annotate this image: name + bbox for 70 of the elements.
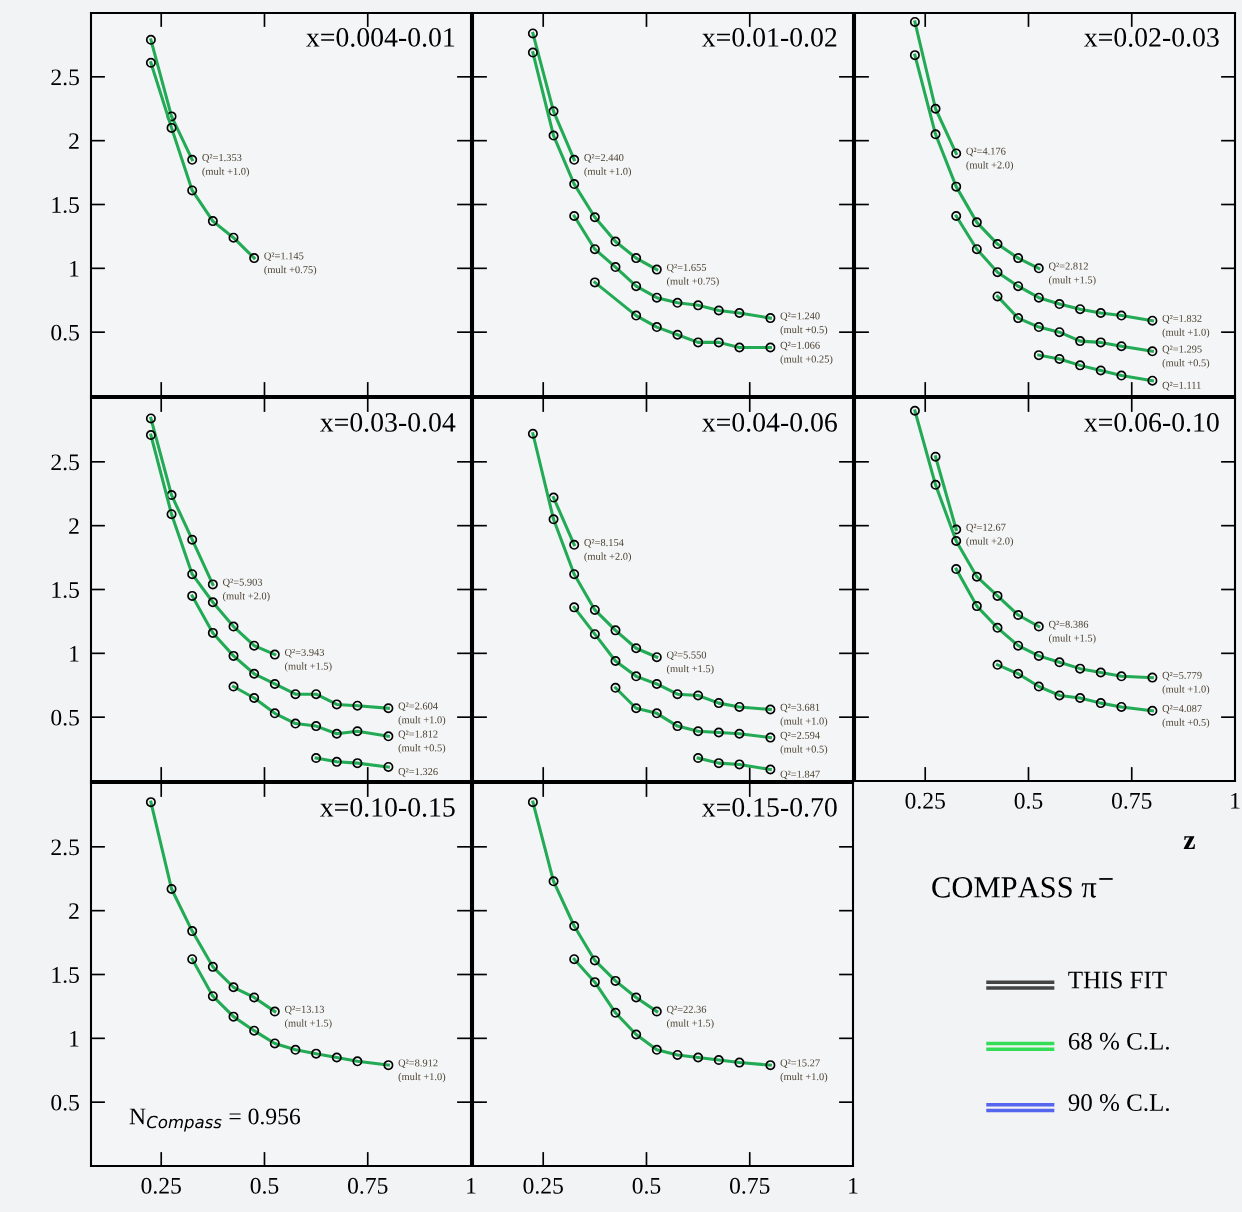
chart-title: x=0.04-0.06 xyxy=(702,413,837,432)
annotation: Q²=8.912 (mult +1.0) xyxy=(398,1059,446,1083)
y-tick-label: 2 xyxy=(69,518,79,534)
annotation: Q²=1.326 xyxy=(398,768,438,777)
x-tick-label: 0.25 xyxy=(141,1177,181,1194)
annotation: Q²=8.386 (mult +1.5) xyxy=(1048,620,1096,644)
text: COMPASS π$^{−}$ xyxy=(932,877,1113,898)
annotation: Q²=1.847 xyxy=(780,770,820,780)
text: 68 % C.L. xyxy=(1068,1032,1169,1050)
x-tick-label: 0.5 xyxy=(1014,792,1043,809)
annotation: Q²=1.353 (mult +1.0) xyxy=(202,154,249,177)
y-tick-label: 0.5 xyxy=(51,1094,79,1111)
annotation: Q²=1.240 (mult +0.5) xyxy=(780,312,828,336)
annotation: Q²=22.36 (mult +1.5) xyxy=(666,1005,714,1029)
annotation: Q²=13.13 (mult +1.5) xyxy=(284,1005,332,1029)
y-tick-label: 0.5 xyxy=(51,324,79,341)
x-tick-label: 0.25 xyxy=(523,1177,563,1194)
x-axis-title: z xyxy=(1183,836,1195,849)
text: 90 % C.L. xyxy=(1068,1094,1169,1112)
chart-title: x=0.02-0.03 xyxy=(1084,28,1219,47)
annotation: Q²=4.087 (mult +0.5) xyxy=(1162,705,1210,728)
x-tick-label: 0.75 xyxy=(1111,792,1152,809)
x-tick-label: 1 xyxy=(467,1177,476,1194)
annotation: N$_{Compass}$ = 0.956 xyxy=(129,1108,301,1132)
annotation: Q²=3.681 (mult +1.0) xyxy=(780,703,828,727)
annotation: Q²=2.440 (mult +1.0) xyxy=(584,154,631,177)
annotation: Q²=5.779 (mult +1.0) xyxy=(1162,671,1210,695)
annotation: Q²=3.943 (mult +1.5) xyxy=(284,648,332,672)
annotation: Q²=8.154 (mult +2.0) xyxy=(584,539,631,562)
annotation: Q²=1.812 (mult +0.5) xyxy=(398,730,446,754)
x-tick-label: 0.5 xyxy=(632,1177,661,1194)
x-tick-label: 0.5 xyxy=(250,1177,279,1194)
x-tick-label: 1 xyxy=(1231,792,1240,809)
chart-title: x=0.004-0.01 xyxy=(306,28,455,47)
annotation: Q²=1.295 (mult +0.5) xyxy=(1162,345,1210,369)
annotation: Q²=1.111 xyxy=(1162,381,1201,391)
annotation: Q²=12.67 (mult +2.0) xyxy=(966,523,1013,547)
x-tick-label: 0.25 xyxy=(905,792,945,809)
y-tick-label: 1.5 xyxy=(52,582,79,599)
annotation: Q²=1.832 (mult +1.0) xyxy=(1162,314,1210,338)
y-tick-label: 2 xyxy=(69,903,79,919)
text: THIS FIT xyxy=(1068,971,1167,989)
y-tick-label: 2.5 xyxy=(51,69,79,86)
y-tick-label: 2.5 xyxy=(51,454,79,471)
y-tick-label: 1 xyxy=(70,1030,79,1047)
annotation: Q²=5.903 (mult +2.0) xyxy=(223,578,270,602)
annotation: Q²=1.066 (mult +0.25) xyxy=(780,341,833,365)
annotation: Q²=2.604 (mult +1.0) xyxy=(398,702,446,726)
chart-title: x=0.03-0.04 xyxy=(320,413,456,432)
chart-title: x=0.01-0.02 xyxy=(702,28,837,47)
y-tick-label: 1 xyxy=(70,260,79,277)
x-tick-label: 1 xyxy=(849,1177,858,1194)
x-tick-label: 0.75 xyxy=(729,1177,770,1194)
y-tick-label: 1.5 xyxy=(52,197,79,214)
x-tick-label: 0.75 xyxy=(347,1177,388,1194)
annotation: Q²=1.655 (mult +0.75) xyxy=(666,263,719,287)
chart-title: x=0.15-0.70 xyxy=(702,798,837,817)
annotation: Q²=15.27 (mult +1.0) xyxy=(780,1059,828,1083)
y-tick-label: 1 xyxy=(70,645,79,662)
annotation: Q²=4.176 (mult +2.0) xyxy=(966,147,1013,171)
y-tick-label: 0.5 xyxy=(51,709,79,726)
annotation: Q²=1.145 (mult +0.75) xyxy=(264,252,317,276)
annotation: Q²=5.550 (mult +1.5) xyxy=(666,651,714,675)
y-tick-label: 1.5 xyxy=(52,967,79,984)
chart-title: x=0.10-0.15 xyxy=(320,798,455,817)
y-tick-label: 2.5 xyxy=(51,839,79,856)
annotation: Q²=2.594 (mult +0.5) xyxy=(780,731,828,755)
annotation: Q²=2.812 (mult +1.5) xyxy=(1048,262,1096,286)
y-tick-label: 2 xyxy=(69,133,79,149)
chart-title: x=0.06-0.10 xyxy=(1084,413,1219,432)
